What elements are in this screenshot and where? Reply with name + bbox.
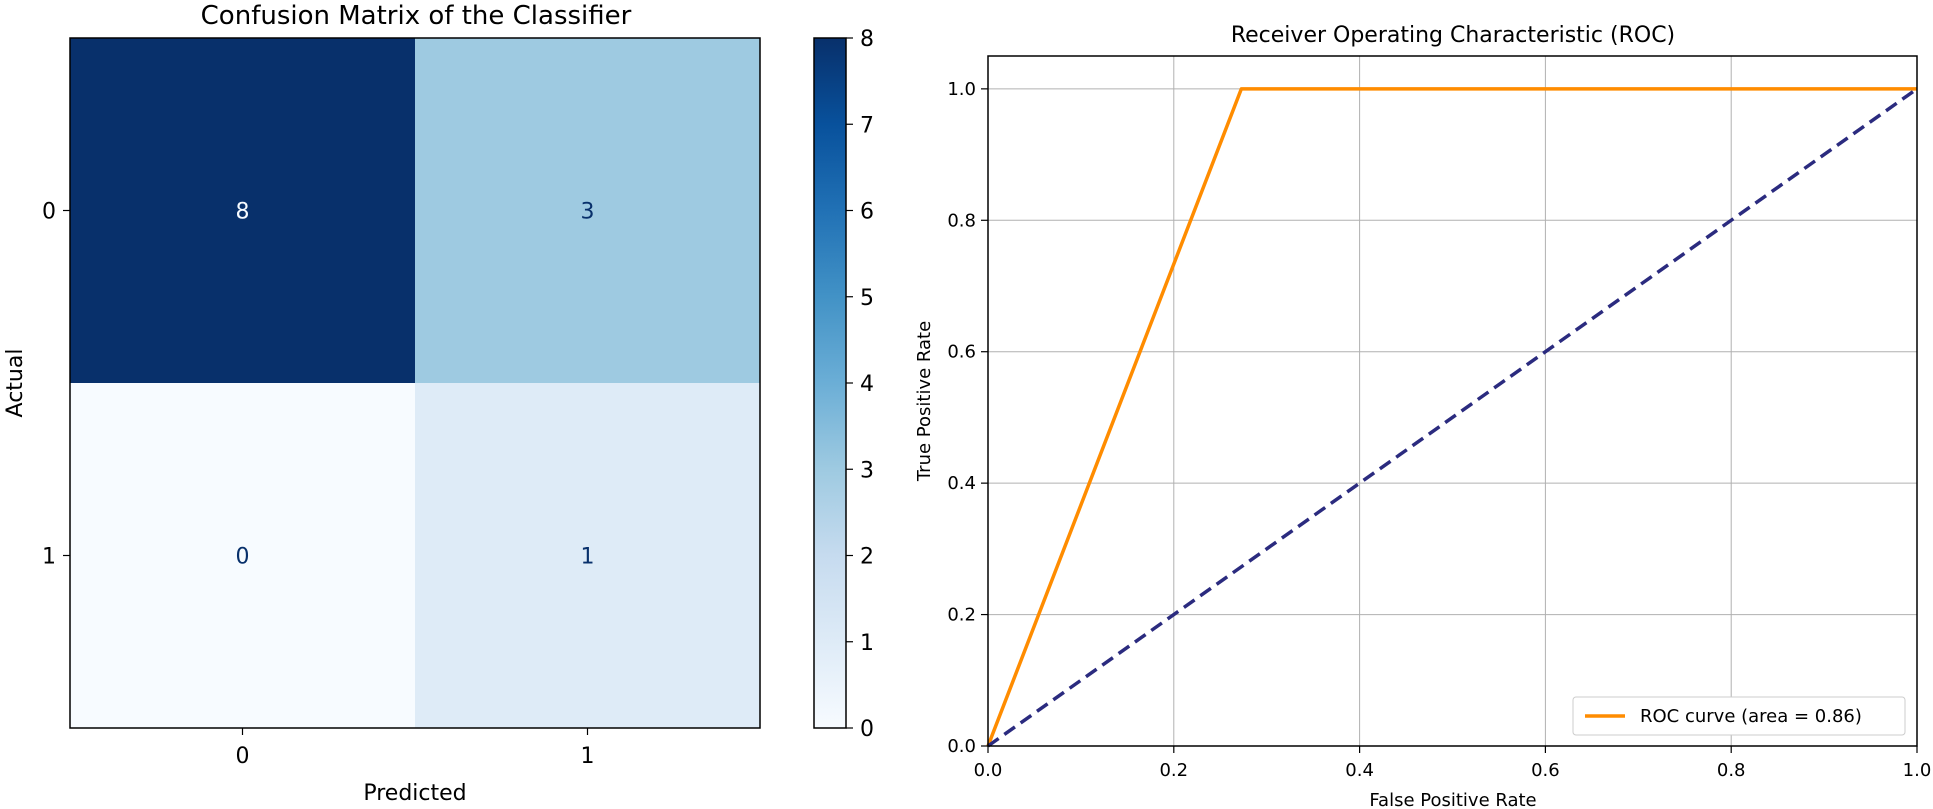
cm-cell-1-1: [415, 383, 760, 728]
colorbar-tick-label: 6: [860, 200, 874, 225]
cm-y-tick-label: 0: [42, 200, 56, 225]
cm-y-tick-label: 1: [42, 545, 56, 570]
cm-cell-value-1-1: 1: [581, 545, 595, 570]
confusion-matrix-chart: Confusion Matrix of the Classifier 8 30 1 …: [3, 1, 761, 806]
cm-x-tick-label: 0: [236, 744, 250, 769]
cm-cell-value-0-0: 8: [236, 200, 250, 225]
cm-x-axis-label: Predicted: [363, 781, 466, 806]
roc-chart: Receiver Operating Characteristic (ROC) …: [914, 23, 1931, 809]
roc-y-ticks: 0.0 0.2 0.4 0.6 0.8 1.0: [947, 79, 988, 757]
roc-legend: ROC curve (area = 0.86): [1572, 696, 1906, 736]
cm-title: Confusion Matrix of the Classifier: [201, 1, 632, 31]
cm-cell-value-0-1: 3: [581, 200, 595, 225]
cm-cell-0-1: [415, 38, 760, 383]
colorbar-tick-label: 0: [860, 717, 874, 742]
roc-y-tick-label: 0.4: [947, 473, 976, 494]
roc-lines: [986, 87, 1919, 748]
roc-x-tick-label: 0.8: [1717, 760, 1746, 781]
roc-x-ticks: 0.0 0.2 0.4 0.6 0.8 1.0: [974, 746, 1932, 781]
colorbar-tick-label: 2: [860, 545, 874, 570]
cm-cells: 8 3 0 1: [70, 38, 760, 728]
colorbar-tick-label: 1: [860, 631, 874, 656]
colorbar-tick-label: 5: [860, 286, 874, 311]
cm-y-ticks: 01: [42, 200, 70, 570]
colorbar-ticks: 0 1 2 3 4 5 6 7 8: [846, 27, 874, 742]
legend-box: [1572, 696, 1906, 736]
cm-frame: [69, 37, 761, 729]
colorbar: 0 1 2 3 4 5 6 7 8: [813, 27, 874, 742]
roc-x-tick-label: 0.2: [1159, 760, 1188, 781]
roc-x-tick-label: 1.0: [1903, 760, 1932, 781]
chance-diagonal-line: [986, 87, 1919, 748]
colorbar-tick-label: 4: [860, 372, 874, 397]
roc-y-tick-label: 0.6: [947, 342, 976, 363]
roc-y-axis-label: True Positive Rate: [914, 321, 935, 482]
roc-x-axis-label: False Positive Rate: [1369, 790, 1536, 809]
roc-x-tick-label: 0.6: [1531, 760, 1560, 781]
colorbar-tick-label: 8: [860, 27, 874, 52]
roc-y-tick-label: 0.8: [947, 210, 976, 231]
roc-grid: [987, 56, 1918, 747]
colorbar-gradient: [813, 37, 847, 729]
roc-y-tick-label: 0.0: [947, 736, 976, 757]
roc-x-tick-label: 0.0: [974, 760, 1003, 781]
roc-y-tick-label: 0.2: [947, 605, 976, 626]
cm-cell-1-0: [70, 383, 415, 728]
cm-y-axis-label: Actual: [3, 349, 28, 418]
colorbar-tick-label: 7: [860, 113, 874, 138]
roc-title: Receiver Operating Characteristic (ROC): [1231, 23, 1675, 48]
colorbar-tick-label: 3: [860, 458, 874, 483]
roc-frame: [987, 55, 1918, 747]
cm-cell-0-0: [70, 38, 415, 383]
cm-x-tick-label: 1: [581, 744, 595, 769]
cm-cell-value-1-0: 0: [236, 545, 250, 570]
roc-x-tick-label: 0.4: [1345, 760, 1374, 781]
roc-y-tick-label: 1.0: [947, 79, 976, 100]
roc-curve-line: [986, 87, 1917, 747]
legend-label-roc: ROC curve (area = 0.86): [1640, 706, 1862, 727]
